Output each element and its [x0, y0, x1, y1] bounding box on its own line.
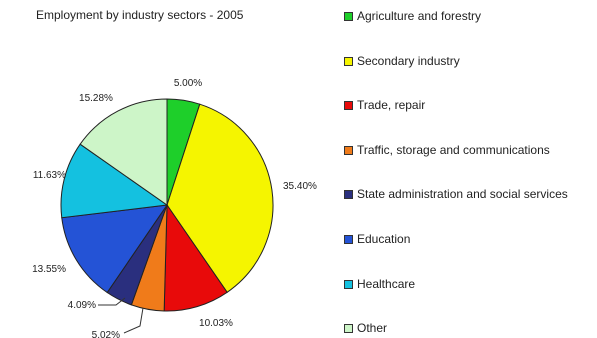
- chart-title: Employment by industry sectors - 2005: [36, 8, 244, 22]
- data-label: 10.03%: [199, 318, 233, 329]
- legend-swatch: [344, 146, 353, 155]
- data-label: 5.00%: [174, 78, 202, 89]
- legend-label: Trade, repair: [357, 98, 426, 112]
- data-label: 5.02%: [92, 330, 120, 338]
- legend-swatch: [344, 101, 353, 110]
- legend-label: Secondary industry: [357, 54, 460, 68]
- legend-label: State administration and social services: [357, 187, 568, 201]
- pie-slice-secondary-industry: [166, 103, 274, 293]
- legend-label: Other: [357, 321, 388, 335]
- legend-swatch: [344, 235, 353, 244]
- legend-item: Agriculture and forestry: [344, 8, 481, 25]
- legend-item: Traffic, storage and communications: [344, 142, 572, 159]
- legend-swatch: [344, 280, 353, 289]
- legend-item: Education: [344, 231, 410, 248]
- legend-item: Healthcare: [344, 276, 415, 293]
- leader-line: [98, 297, 126, 306]
- leader-line: [123, 307, 144, 334]
- data-label: 13.55%: [32, 264, 66, 275]
- legend-swatch: [344, 324, 353, 333]
- data-label: 35.40%: [283, 181, 317, 192]
- pie-slice-other: [79, 98, 168, 206]
- legend-item: Other: [344, 320, 387, 337]
- legend-label: Education: [357, 232, 411, 246]
- legend-item: State administration and social services: [344, 186, 572, 203]
- data-label: 15.28%: [79, 93, 113, 104]
- legend-swatch: [344, 190, 353, 199]
- legend-label: Agriculture and forestry: [357, 9, 482, 23]
- data-label: 4.09%: [68, 300, 96, 311]
- pie-slice-education: [61, 204, 169, 294]
- legend-swatch: [344, 57, 353, 66]
- legend-swatch: [344, 12, 353, 21]
- legend-item: Secondary industry: [344, 53, 460, 70]
- legend-label: Traffic, storage and communications: [357, 143, 550, 157]
- legend-item: Trade, repair: [344, 97, 425, 114]
- legend-label: Healthcare: [357, 277, 416, 291]
- data-label: 11.63%: [33, 170, 66, 181]
- pie-slice-healthcare: [60, 143, 169, 219]
